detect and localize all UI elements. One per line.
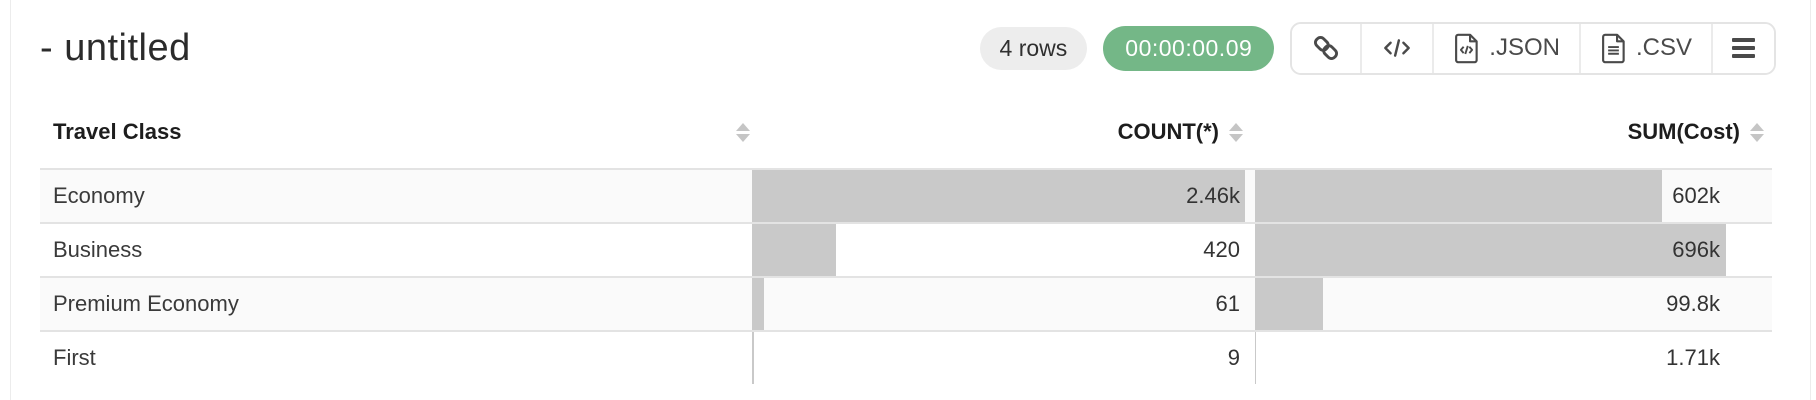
column-label: SUM(Cost) <box>1627 119 1740 144</box>
query-title: - untitled <box>40 26 191 69</box>
link-icon <box>1311 33 1341 63</box>
panel-left-border <box>10 0 11 400</box>
sort-icon[interactable] <box>1750 122 1764 142</box>
results-toolbar: - untitled 4 rows 00:00:00.09 <box>0 0 1816 96</box>
export-csv-button[interactable]: .CSV <box>1578 23 1711 73</box>
elapsed-time-badge: 00:00:00.09 <box>1103 25 1275 71</box>
results-table: Travel Class COUNT(*) SUM(Cost) Economy … <box>40 96 1772 384</box>
count-bar <box>752 332 754 384</box>
cell-count: 420 <box>752 224 1248 276</box>
sum-value: 602k <box>1672 183 1720 208</box>
cell-travel-class: Premium Economy <box>53 291 239 316</box>
column-header-sum-cost[interactable]: SUM(Cost) <box>1255 119 1772 145</box>
cell-sum-cost: 696k <box>1255 224 1772 276</box>
table-body: Economy 2.46k 602k Business 420 696k Pre… <box>40 168 1772 384</box>
sum-value: 99.8k <box>1666 291 1720 316</box>
table-header-row: Travel Class COUNT(*) SUM(Cost) <box>40 96 1772 168</box>
view-code-button[interactable] <box>1360 23 1433 73</box>
table-row: First 9 1.71k <box>40 330 1772 384</box>
sum-value: 1.71k <box>1666 345 1720 370</box>
cell-travel-class: First <box>53 345 96 370</box>
copy-link-button[interactable] <box>1292 23 1361 73</box>
export-json-button[interactable]: .JSON <box>1432 23 1579 73</box>
count-value: 61 <box>1215 291 1240 316</box>
sum-value: 696k <box>1672 237 1720 262</box>
export-csv-label: .CSV <box>1635 34 1692 61</box>
column-label: COUNT(*) <box>1117 119 1219 144</box>
column-header-count[interactable]: COUNT(*) <box>752 119 1248 145</box>
cell-count: 9 <box>752 332 1248 384</box>
csv-file-icon <box>1600 33 1627 64</box>
count-value: 9 <box>1227 345 1240 370</box>
sum-bar <box>1255 332 1257 384</box>
export-json-label: .JSON <box>1489 34 1560 61</box>
sort-icon[interactable] <box>1229 122 1243 142</box>
table-row: Economy 2.46k 602k <box>40 168 1772 222</box>
row-count-badge: 4 rows <box>979 26 1088 70</box>
table-row: Premium Economy 61 99.8k <box>40 276 1772 330</box>
code-icon <box>1381 34 1413 62</box>
sort-icon[interactable] <box>736 122 750 142</box>
cell-sum-cost: 1.71k <box>1255 332 1772 384</box>
column-header-travel-class[interactable]: Travel Class <box>40 119 752 145</box>
sum-bar <box>1255 224 1726 276</box>
cell-count: 2.46k <box>752 170 1248 222</box>
column-label: Travel Class <box>53 119 182 144</box>
count-bar <box>752 170 1245 222</box>
count-value: 420 <box>1203 237 1240 262</box>
cell-sum-cost: 602k <box>1255 170 1772 222</box>
panel-right-border <box>1810 0 1811 400</box>
table-row: Business 420 696k <box>40 222 1772 276</box>
count-bar <box>752 278 765 330</box>
sum-bar <box>1255 278 1323 330</box>
more-options-button[interactable] <box>1711 23 1774 73</box>
cell-sum-cost: 99.8k <box>1255 278 1772 330</box>
toolbar-right-cluster: 4 rows 00:00:00.09 <box>979 21 1776 75</box>
menu-icon <box>1732 38 1755 58</box>
sum-bar <box>1255 170 1663 222</box>
count-bar <box>752 224 837 276</box>
cell-travel-class: Economy <box>53 183 145 208</box>
count-value: 2.46k <box>1186 183 1240 208</box>
cell-count: 61 <box>752 278 1248 330</box>
cell-travel-class: Business <box>53 237 143 262</box>
export-button-group: .JSON .CSV <box>1290 21 1776 75</box>
json-file-icon <box>1453 33 1480 64</box>
